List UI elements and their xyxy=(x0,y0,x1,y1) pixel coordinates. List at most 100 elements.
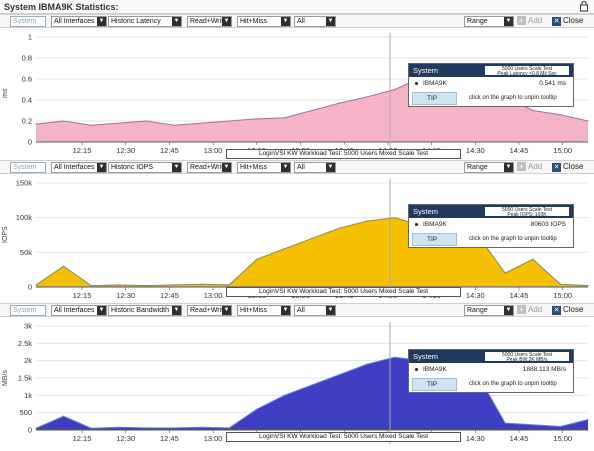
system-input[interactable]: System xyxy=(10,16,46,27)
read-write-select-value: Read+Write xyxy=(190,18,228,25)
range-brush-caption[interactable]: LoginVSI KW Workload Test: 5000 Users Mi… xyxy=(226,149,461,159)
data-point xyxy=(35,123,37,125)
range-select[interactable]: Range ▼ xyxy=(464,16,514,27)
window-titlebar: System IBMA9K Statistics: xyxy=(0,0,594,14)
system-input[interactable]: System xyxy=(10,305,46,316)
x-tick-label: 14:30 xyxy=(466,291,485,299)
all-select[interactable]: All ▼ xyxy=(294,162,336,173)
y-tick-label: 150k xyxy=(16,179,33,188)
x-tick-label: 14:45 xyxy=(510,434,529,443)
metric-select[interactable]: Historic IOPS ▼ xyxy=(108,162,182,173)
data-point xyxy=(201,283,203,285)
read-write-select[interactable]: Read+Write ▼ xyxy=(187,16,232,27)
system-input[interactable]: System xyxy=(10,162,46,173)
data-point xyxy=(366,96,368,98)
chevron-down-icon: ▼ xyxy=(172,17,181,26)
tooltip-series-value: 1888.113 MB/s xyxy=(522,366,566,373)
tooltip-header: System 5000 Users Scale Test Peak BW:2K MB… xyxy=(409,350,573,363)
metric-select[interactable]: Historic Latency ▼ xyxy=(108,16,182,27)
x-tick-label: 13:00 xyxy=(204,291,223,299)
metric-select-value: Historic Latency xyxy=(111,18,161,25)
pinned-tooltip[interactable]: System 5000 Users Scale Test Peak BW:2K MB… xyxy=(408,349,574,393)
add-label: Add xyxy=(528,162,543,171)
read-write-select[interactable]: Read+Write ▼ xyxy=(187,305,232,316)
range-select[interactable]: Range ▼ xyxy=(464,162,514,173)
range-select-value: Range xyxy=(467,307,488,314)
data-point xyxy=(532,109,534,112)
x-tick-label: 13:00 xyxy=(204,434,223,443)
tooltip-tip-message: click on the graph to unpin tooltip xyxy=(469,236,557,242)
y-tick-label: 2k xyxy=(24,356,32,365)
chevron-down-icon: ▼ xyxy=(281,163,290,172)
hit-miss-select[interactable]: Hit+Miss ▼ xyxy=(237,305,291,316)
y-tick-label: 0 xyxy=(28,138,32,147)
chevron-down-icon: ▼ xyxy=(281,17,290,26)
interface-select[interactable]: All Interfaces ▼ xyxy=(51,305,107,316)
x-tick-label: 12:30 xyxy=(116,291,135,299)
data-point xyxy=(366,363,368,365)
all-select[interactable]: All ▼ xyxy=(294,16,336,27)
data-point xyxy=(90,124,92,126)
data-point xyxy=(35,427,37,429)
y-axis-unit: MB/s xyxy=(2,370,9,386)
interface-select[interactable]: All Interfaces ▼ xyxy=(51,16,107,27)
add-button[interactable]: + Add xyxy=(517,162,542,171)
interface-select-value: All Interfaces xyxy=(54,18,95,25)
data-point xyxy=(173,427,175,429)
chevron-down-icon: ▼ xyxy=(172,163,181,172)
close-button[interactable]: ✕ Close xyxy=(552,305,583,315)
add-button[interactable]: + Add xyxy=(517,305,542,314)
series-dot-icon xyxy=(415,368,418,371)
close-button[interactable]: ✕ Close xyxy=(552,16,583,26)
add-button[interactable]: + Add xyxy=(517,16,542,25)
data-point xyxy=(339,227,341,229)
chevron-down-icon: ▼ xyxy=(222,306,231,315)
x-tick-label: 14:30 xyxy=(466,146,485,155)
close-button[interactable]: ✕ Close xyxy=(552,162,583,172)
hit-miss-select[interactable]: Hit+Miss ▼ xyxy=(237,162,291,173)
tooltip-info-line2: Peak BW:2K MB/s xyxy=(506,357,548,363)
series-dot-icon xyxy=(415,82,418,85)
interface-select-value: All Interfaces xyxy=(54,307,95,314)
range-brush-caption[interactable]: LoginVSI KW Workload Test: 5000 Users Mi… xyxy=(226,287,461,297)
data-point xyxy=(118,426,120,428)
tooltip-tip-badge: TIP xyxy=(412,233,457,246)
data-point xyxy=(587,120,589,122)
y-axis-unit: ms xyxy=(2,88,9,98)
lock-icon[interactable] xyxy=(578,0,590,12)
y-tick-label: 0 xyxy=(28,283,32,292)
data-point xyxy=(145,120,147,122)
x-tick-label: 12:30 xyxy=(116,434,135,443)
tooltip-info-line2: Peak IOPS: 100K xyxy=(507,212,547,218)
close-label: Close xyxy=(563,305,584,314)
y-tick-label: 0.6 xyxy=(22,75,32,84)
hit-miss-select[interactable]: Hit+Miss ▼ xyxy=(237,16,291,27)
all-select[interactable]: All ▼ xyxy=(294,305,336,316)
tooltip-info-line1: 5000 Users Scale Test xyxy=(502,207,552,213)
data-point xyxy=(35,284,37,286)
data-point xyxy=(504,422,506,424)
read-write-select[interactable]: Read+Write ▼ xyxy=(187,162,232,173)
plus-icon: + xyxy=(517,16,526,25)
range-select[interactable]: Range ▼ xyxy=(464,305,514,316)
x-tick-label: 12:45 xyxy=(160,434,179,443)
hit-miss-select-value: Hit+Miss xyxy=(240,18,268,25)
interface-select[interactable]: All Interfaces ▼ xyxy=(51,162,107,173)
data-point xyxy=(201,426,203,428)
data-point xyxy=(587,419,589,421)
close-label: Close xyxy=(563,16,584,25)
tooltip-header: System 5000 Users Scale Test Peak Latency … xyxy=(409,64,573,77)
data-point xyxy=(256,258,258,260)
pinned-tooltip[interactable]: System 5000 Users Scale Test Peak Latency … xyxy=(408,63,574,107)
range-brush-caption[interactable]: LoginVSI KW Workload Test: 5000 Users Mi… xyxy=(226,432,461,442)
window-title: System IBMA9K Statistics: xyxy=(4,2,119,12)
x-tick-label: 15:00 xyxy=(553,291,572,299)
data-point xyxy=(256,118,258,120)
tooltip-info-line2: Peak Latency <0.8 Mil Sec xyxy=(497,71,557,77)
pinned-tooltip[interactable]: System 5000 Users Scale Test Peak IOPS: 10… xyxy=(408,204,574,248)
tooltip-info-box: 5000 Users Scale Test Peak IOPS: 100K xyxy=(484,206,570,218)
tooltip-info-box: 5000 Users Scale Test Peak Latency <0.8 M… xyxy=(484,65,570,77)
caption-text: LoginVSI KW Workload Test: 5000 Users Mi… xyxy=(258,288,429,295)
metric-select[interactable]: Historic Bandwidth ▼ xyxy=(108,305,182,316)
y-tick-label: 50k xyxy=(20,248,32,257)
